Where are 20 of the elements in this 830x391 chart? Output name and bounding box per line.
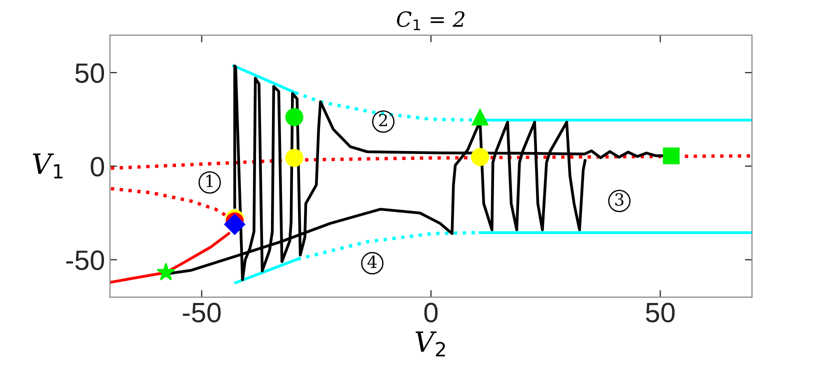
point [472,108,488,126]
y-tick-label: 0 [90,156,104,177]
annotation: 2 [379,114,387,126]
y-tick-label: -50 [66,250,104,270]
annotation: 4 [367,255,377,268]
point [285,148,304,167]
annotation: 3 [615,193,624,206]
x-tick-label: -50 [182,302,221,322]
x-axis-title: V$_{2}$ [416,332,445,356]
chart-title: C$_{1}$ = 2 [396,11,464,30]
point [156,262,176,280]
point [662,148,680,164]
x-tick-label: 50 [646,302,675,322]
y-axis-title: V$_{1}$ [32,154,62,178]
point [285,108,304,126]
y-tick-label: 50 [75,63,104,83]
point [471,148,490,166]
x-tick-label: 0 [424,302,438,322]
annotation: 1 [206,174,213,188]
point [224,214,246,235]
